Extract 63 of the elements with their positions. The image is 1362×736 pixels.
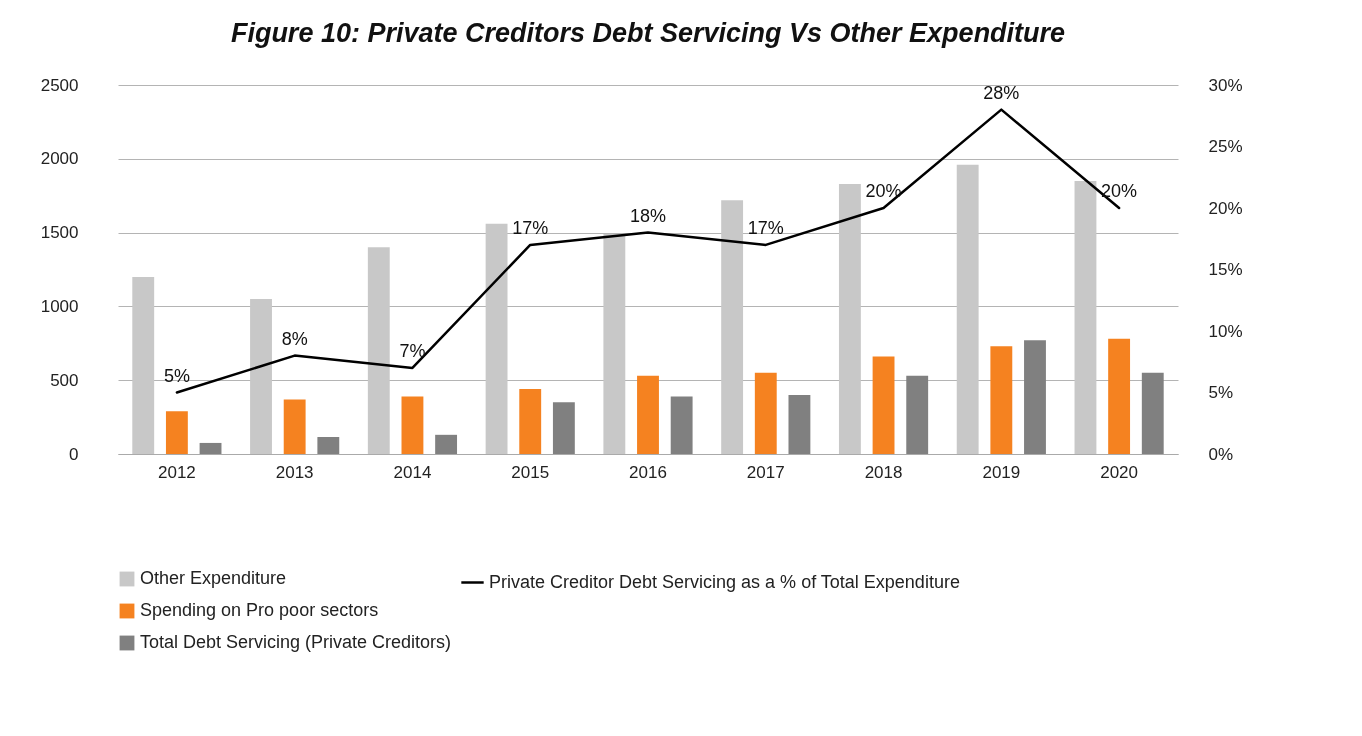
bar xyxy=(603,234,626,454)
data-label: 20% xyxy=(1101,181,1138,201)
x-tick-label: 2012 xyxy=(157,462,196,482)
y2-tick-label: 25% xyxy=(1208,137,1243,156)
data-label: 28% xyxy=(983,82,1020,103)
bar xyxy=(838,183,861,454)
data-label: 5% xyxy=(163,365,190,386)
x-tick-label: 2020 xyxy=(1100,462,1139,482)
bar xyxy=(132,276,155,454)
bar xyxy=(1108,338,1131,454)
bar xyxy=(367,247,390,454)
bar xyxy=(1024,340,1046,454)
bar xyxy=(199,442,222,454)
bar xyxy=(485,223,508,454)
bar xyxy=(435,434,458,454)
bar xyxy=(956,164,979,454)
data-label: 18% xyxy=(629,205,667,226)
x-tick-label: 2015 xyxy=(511,462,550,482)
chart-title: Figure 10: Private Creditors Debt Servicing Vs Other Expenditure xyxy=(230,18,1066,48)
legend-label: Private Creditor Debt Servicing as a % of Total Expenditure xyxy=(489,571,960,592)
bar xyxy=(401,396,424,454)
y-tick-label: 1500 xyxy=(40,223,79,243)
data-label: 8% xyxy=(281,328,308,349)
y2-tick-label: 5% xyxy=(1208,383,1234,402)
data-label: 20% xyxy=(865,181,902,201)
x-tick-label: 2014 xyxy=(393,462,432,482)
data-label: 17% xyxy=(512,217,549,238)
x-tick-label: 2016 xyxy=(629,462,667,482)
bar xyxy=(317,437,340,454)
bar xyxy=(283,399,306,454)
legend-label: Other Expenditure xyxy=(140,568,287,588)
bar xyxy=(721,200,744,454)
y-tick-label: 2000 xyxy=(40,149,79,169)
y-tick-label: 2500 xyxy=(40,75,79,95)
y2-tick-label: 0% xyxy=(1208,444,1234,464)
x-tick-label: 2017 xyxy=(746,462,785,482)
y-tick-label: 1000 xyxy=(40,296,79,316)
x-tick-label: 2013 xyxy=(275,462,314,482)
y2-tick-label: 30% xyxy=(1208,75,1243,95)
bar xyxy=(250,299,272,454)
bar xyxy=(788,394,811,454)
y2-tick-label: 15% xyxy=(1208,260,1243,279)
legend-label: Spending on Pro poor sectors xyxy=(140,600,379,620)
x-tick-label: 2018 xyxy=(864,462,903,482)
data-label: 7% xyxy=(399,340,426,361)
bar xyxy=(165,411,188,454)
bar xyxy=(552,402,575,454)
y2-tick-label: 10% xyxy=(1208,321,1243,341)
x-tick-label: 2019 xyxy=(982,462,1021,482)
bar xyxy=(872,356,895,454)
y-tick-label: 0 xyxy=(69,444,79,464)
bar xyxy=(519,389,542,454)
bar xyxy=(754,372,777,454)
bar xyxy=(1074,180,1097,454)
y-tick-label: 500 xyxy=(50,370,79,390)
data-label: 17% xyxy=(747,217,784,238)
legend-label: Total Debt Servicing (Private Creditors) xyxy=(140,632,452,652)
bar xyxy=(1141,372,1164,454)
bar xyxy=(906,375,929,454)
y2-tick-label: 20% xyxy=(1208,198,1243,218)
bar xyxy=(670,396,693,454)
bar xyxy=(990,346,1013,454)
bar xyxy=(637,375,659,454)
